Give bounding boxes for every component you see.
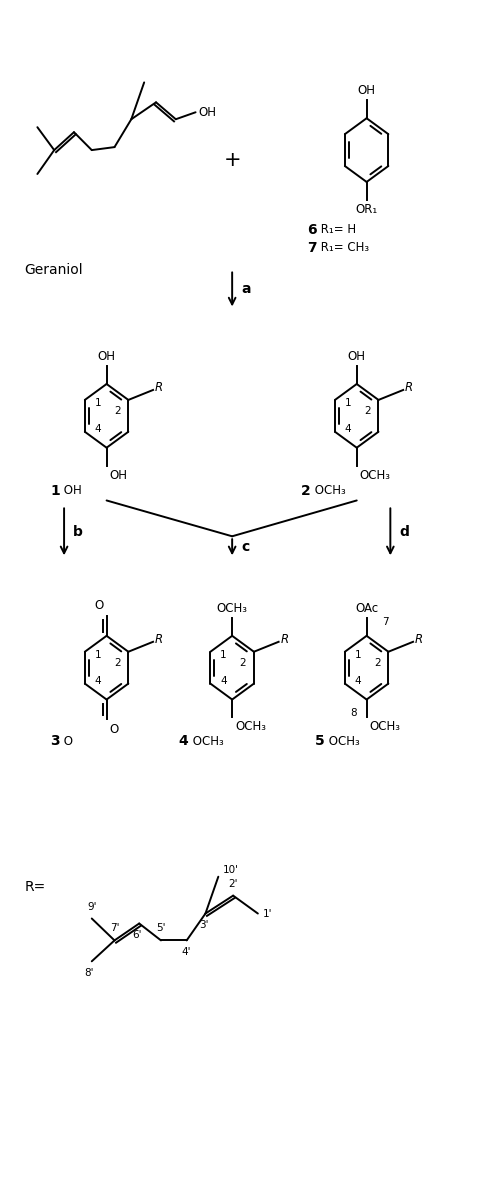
Text: +: + xyxy=(223,150,241,170)
Text: d: d xyxy=(399,524,409,539)
Text: 2: 2 xyxy=(114,406,121,415)
Text: 1: 1 xyxy=(220,650,226,660)
Text: 7: 7 xyxy=(307,241,317,255)
Text: 10': 10' xyxy=(223,864,239,875)
Text: OCH₃: OCH₃ xyxy=(370,721,401,734)
Text: Geraniol: Geraniol xyxy=(25,262,83,277)
Text: R: R xyxy=(155,633,163,646)
Text: 4: 4 xyxy=(94,675,101,686)
Text: R: R xyxy=(155,382,163,395)
Text: 8': 8' xyxy=(84,968,94,978)
Text: b: b xyxy=(73,524,83,539)
Text: O: O xyxy=(60,735,73,748)
Text: R=: R= xyxy=(25,880,46,894)
Text: 2: 2 xyxy=(114,657,121,668)
Text: 2: 2 xyxy=(364,406,371,415)
Text: OCH₃: OCH₃ xyxy=(217,602,247,615)
Text: 2: 2 xyxy=(301,484,311,498)
Text: 6': 6' xyxy=(133,930,142,941)
Text: 1: 1 xyxy=(50,484,60,498)
Text: a: a xyxy=(241,282,250,297)
Text: OCH₃: OCH₃ xyxy=(360,468,391,481)
Text: R: R xyxy=(415,633,423,646)
Text: R: R xyxy=(280,633,289,646)
Text: 4': 4' xyxy=(182,947,191,958)
Text: R₁= CH₃: R₁= CH₃ xyxy=(317,241,369,254)
Text: 2: 2 xyxy=(240,657,246,668)
Text: OH: OH xyxy=(357,84,376,97)
Text: 4: 4 xyxy=(94,424,101,433)
Text: 3': 3' xyxy=(199,920,208,930)
Text: O: O xyxy=(94,598,103,612)
Text: 9': 9' xyxy=(87,901,97,912)
Text: 4: 4 xyxy=(345,424,351,433)
Text: 3: 3 xyxy=(50,734,60,748)
Text: 1': 1' xyxy=(263,909,273,918)
Text: c: c xyxy=(241,540,249,554)
Text: OCH₃: OCH₃ xyxy=(325,735,360,748)
Text: 4: 4 xyxy=(355,675,361,686)
Text: 1: 1 xyxy=(355,650,361,660)
Text: 4: 4 xyxy=(220,675,226,686)
Text: 7: 7 xyxy=(382,616,389,627)
Text: OAc: OAc xyxy=(355,602,378,615)
Text: 5': 5' xyxy=(156,923,166,934)
Text: OH: OH xyxy=(348,350,366,363)
Text: 5: 5 xyxy=(315,734,325,748)
Text: OH: OH xyxy=(98,350,115,363)
Text: R: R xyxy=(405,382,413,395)
Text: OH: OH xyxy=(109,468,128,481)
Text: OCH₃: OCH₃ xyxy=(235,721,266,734)
Text: OCH₃: OCH₃ xyxy=(311,484,346,497)
Text: R₁= H: R₁= H xyxy=(317,223,356,236)
Text: 8: 8 xyxy=(350,709,357,718)
Text: OCH₃: OCH₃ xyxy=(189,735,223,748)
Text: O: O xyxy=(109,723,119,736)
Text: 1: 1 xyxy=(94,650,101,660)
Text: 2': 2' xyxy=(228,879,238,888)
Text: 1: 1 xyxy=(94,397,101,408)
Text: 1: 1 xyxy=(345,397,351,408)
Text: 6: 6 xyxy=(307,223,317,237)
Text: 2: 2 xyxy=(374,657,381,668)
Text: 4: 4 xyxy=(179,734,189,748)
Text: OR₁: OR₁ xyxy=(355,202,378,215)
Text: OH: OH xyxy=(60,484,82,497)
Text: 7': 7' xyxy=(110,923,119,934)
Text: OH: OH xyxy=(198,105,217,119)
